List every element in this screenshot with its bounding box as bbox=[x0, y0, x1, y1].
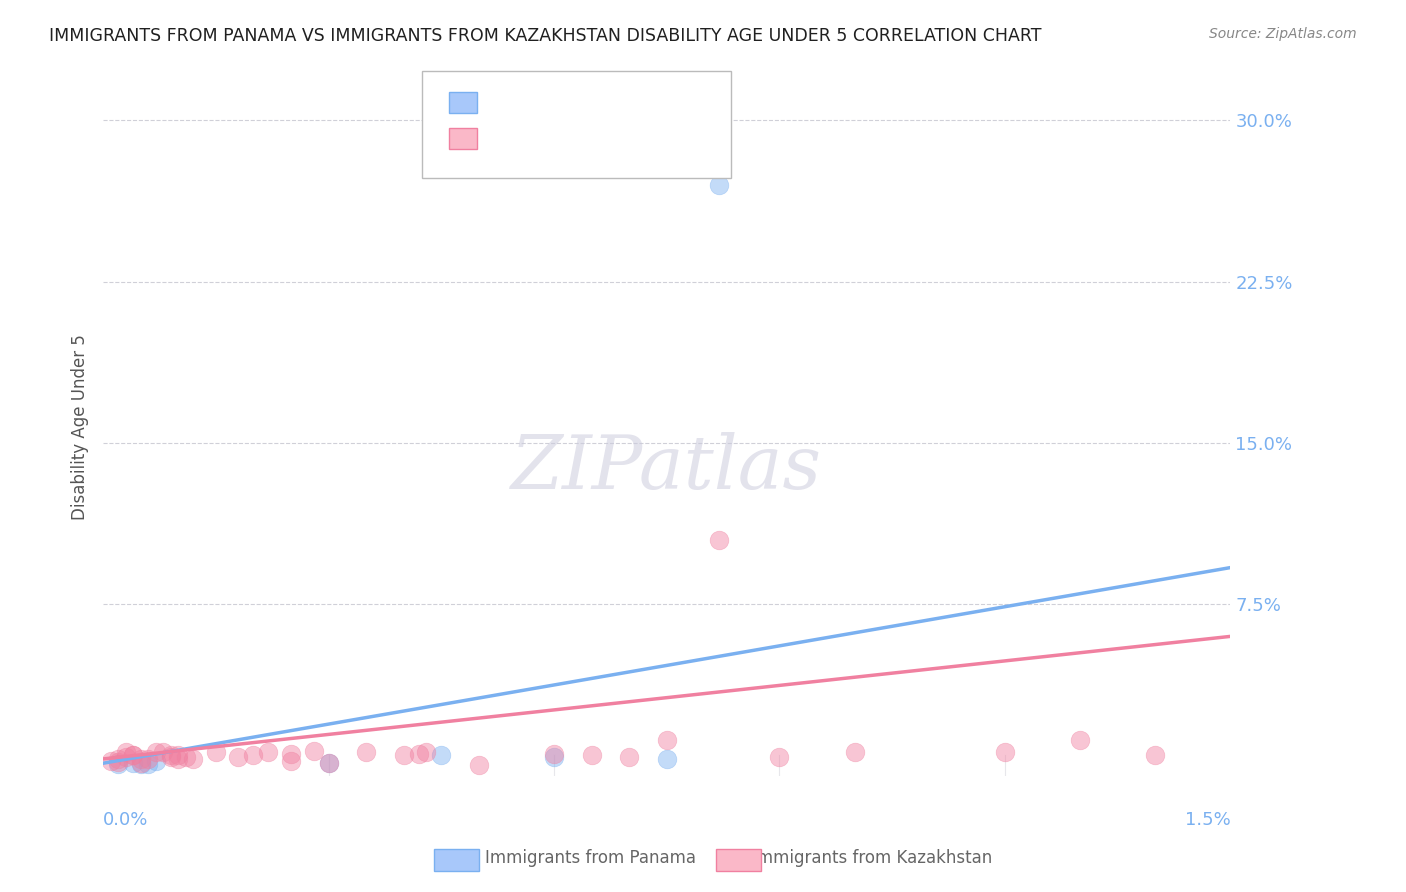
Point bbox=[136, 752, 159, 766]
Point bbox=[122, 756, 145, 771]
Point bbox=[174, 749, 197, 764]
Point bbox=[994, 746, 1017, 760]
Point bbox=[159, 747, 181, 762]
Point bbox=[709, 533, 731, 547]
Point bbox=[107, 752, 129, 766]
Point bbox=[122, 747, 145, 762]
Point bbox=[100, 754, 122, 768]
Point bbox=[152, 746, 174, 760]
Point bbox=[129, 752, 152, 766]
Point bbox=[415, 746, 437, 760]
Point bbox=[167, 747, 190, 762]
Y-axis label: Disability Age Under 5: Disability Age Under 5 bbox=[72, 334, 89, 520]
Point bbox=[145, 746, 167, 760]
Point bbox=[318, 756, 340, 771]
Point bbox=[468, 758, 491, 772]
Point bbox=[302, 744, 325, 758]
Point bbox=[129, 756, 152, 771]
Text: N = 10: N = 10 bbox=[593, 94, 661, 112]
Point bbox=[228, 749, 250, 764]
Point bbox=[107, 755, 129, 769]
Text: 1.5%: 1.5% bbox=[1185, 811, 1230, 829]
Point bbox=[354, 746, 377, 760]
Point bbox=[280, 754, 302, 768]
Point bbox=[145, 754, 167, 768]
Point bbox=[280, 747, 302, 761]
Point bbox=[181, 752, 204, 766]
Point bbox=[408, 747, 430, 761]
Point bbox=[1144, 747, 1167, 762]
Text: R = 0.443: R = 0.443 bbox=[485, 129, 583, 147]
Point bbox=[844, 746, 866, 760]
Point bbox=[430, 747, 453, 762]
Point bbox=[114, 749, 136, 764]
Point bbox=[709, 178, 731, 192]
Point bbox=[392, 747, 415, 762]
Text: IMMIGRANTS FROM PANAMA VS IMMIGRANTS FROM KAZAKHSTAN DISABILITY AGE UNDER 5 CORR: IMMIGRANTS FROM PANAMA VS IMMIGRANTS FRO… bbox=[49, 27, 1042, 45]
Point bbox=[543, 747, 565, 761]
Point bbox=[581, 747, 603, 762]
Text: Immigrants from Kazakhstan: Immigrants from Kazakhstan bbox=[752, 849, 991, 867]
Text: Source: ZipAtlas.com: Source: ZipAtlas.com bbox=[1209, 27, 1357, 41]
Text: 0.0%: 0.0% bbox=[103, 811, 149, 829]
Text: R = 0.290: R = 0.290 bbox=[485, 94, 583, 112]
Text: ZIPatlas: ZIPatlas bbox=[512, 433, 823, 505]
Point bbox=[122, 747, 145, 762]
Text: Immigrants from Panama: Immigrants from Panama bbox=[485, 849, 696, 867]
Point bbox=[205, 746, 228, 760]
Point bbox=[768, 749, 790, 764]
Point bbox=[655, 732, 678, 747]
Point bbox=[129, 756, 152, 771]
Point bbox=[655, 752, 678, 766]
Point bbox=[617, 749, 640, 764]
Point bbox=[159, 749, 181, 764]
Point bbox=[318, 756, 340, 771]
Point bbox=[107, 757, 129, 772]
Text: N = 41: N = 41 bbox=[593, 129, 661, 147]
Point bbox=[114, 746, 136, 760]
Point bbox=[1069, 732, 1091, 747]
Point bbox=[242, 747, 264, 762]
Point bbox=[257, 746, 280, 760]
Point bbox=[167, 752, 190, 766]
Point bbox=[543, 749, 565, 764]
Point bbox=[136, 756, 159, 771]
